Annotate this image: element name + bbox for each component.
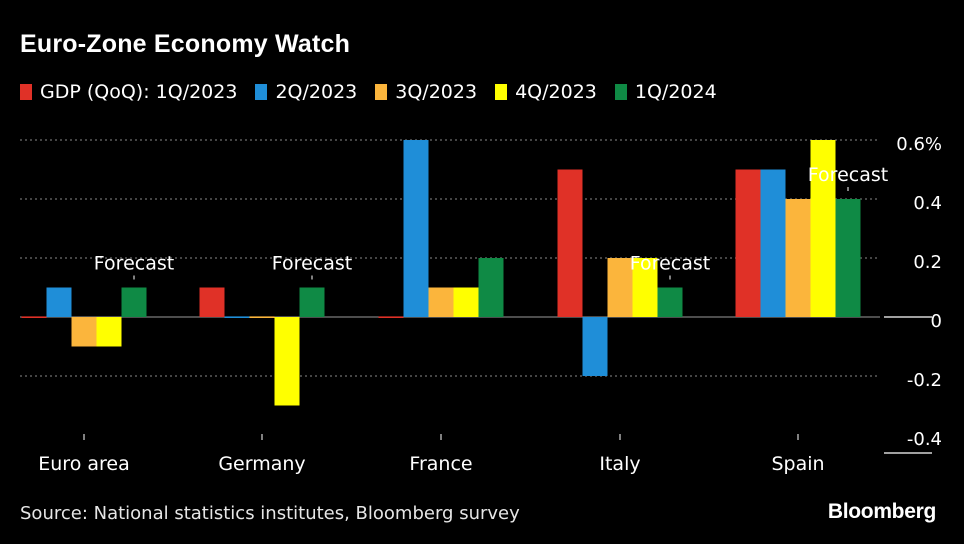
x-tick-label: France [409,453,472,475]
x-tick-label: Germany [218,453,305,475]
bar-1-1 [224,316,250,318]
legend-label: 2Q/2023 [275,81,358,103]
chart-title: Euro-Zone Economy Watch [20,30,351,58]
legend-label: 1Q/2024 [634,81,717,103]
y-tick-label: 0.2 [913,252,942,273]
source-note: Source: National statistics institutes, … [20,503,520,524]
bar-3-1 [582,317,608,376]
legend-label: 4Q/2023 [515,81,597,103]
bar-2-3 [453,287,479,317]
bar-2-2 [428,287,454,317]
bar-2-0 [378,316,404,318]
legend-label: 3Q/2023 [395,81,478,103]
x-tick-label: Euro area [38,453,129,475]
bar-3-2 [607,258,633,317]
legend-item-3: 4Q/2023 [495,81,597,103]
legend-label: GDP (QoQ): 1Q/2023 [40,81,238,103]
forecast-annotation: Forecast [630,253,710,275]
bar-1-4 [299,287,325,317]
legend-swatch [375,84,388,100]
y-tick-label: 0.4 [913,193,942,214]
legend: GDP (QoQ): 1Q/2023 2Q/2023 3Q/2023 4Q/2023 1… [20,80,717,104]
bar-0-1 [46,287,72,317]
bloomberg-logo: Bloomberg [827,500,936,523]
bar-3-3 [632,258,658,317]
legend-item-4: 1Q/2024 [614,81,717,103]
bar-4-2 [785,199,811,317]
bar-1-3 [274,317,300,406]
legend-swatch [20,84,32,100]
bar-3-4 [657,287,683,317]
bar-0-3 [96,317,122,347]
bar-2-1 [403,140,429,317]
legend-swatch [495,84,508,100]
forecast-annotation: Forecast [272,253,352,275]
forecast-annotation: Forecast [94,253,174,275]
legend-item-0: GDP (QoQ): 1Q/2023 [20,81,237,103]
legend-item-2: 3Q/2023 [375,81,477,103]
bar-4-3 [810,140,836,317]
bar-0-4 [121,287,147,317]
legend-item-1: 2Q/2023 [255,81,357,103]
y-tick-label: -0.4 [907,429,942,450]
legend-swatch [255,84,268,100]
bar-1-2 [249,316,275,318]
y-tick-label: 0 [931,311,942,332]
legend-swatch [614,84,627,100]
bar-3-0 [557,169,583,317]
bar-4-0 [735,169,761,317]
x-tick-label: Spain [771,453,824,475]
x-tick-label: Italy [599,453,640,475]
bar-4-4 [835,199,861,317]
bar-2-4 [478,258,504,317]
y-tick-label: 0.6% [896,134,942,155]
bar-0-0 [21,316,47,318]
bar-0-2 [71,317,97,347]
bar-1-0 [199,287,225,317]
y-tick-label: -0.2 [907,370,942,391]
bar-4-1 [760,169,786,317]
forecast-annotation: Forecast [808,164,888,186]
